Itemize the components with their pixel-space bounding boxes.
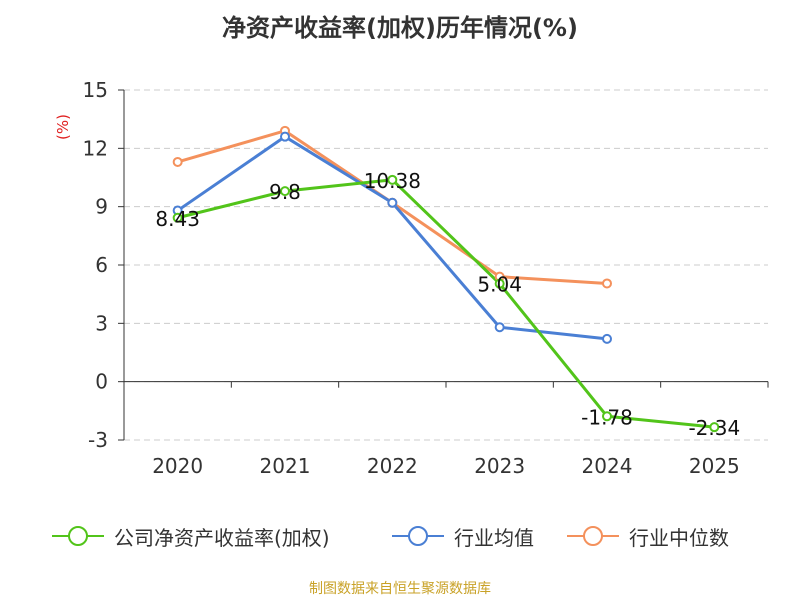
data-point-series-0[interactable] xyxy=(602,411,612,422)
legend-marker-orange xyxy=(567,526,619,546)
data-label: 10.38 xyxy=(364,169,421,193)
x-tick-label: 2021 xyxy=(260,454,311,478)
data-label: -2.34 xyxy=(688,416,740,440)
series-line-1 xyxy=(176,135,608,341)
legend-item-industry-median[interactable]: 行业中位数 xyxy=(567,522,729,550)
data-point-series-0[interactable] xyxy=(387,174,398,185)
data-point-series-0[interactable] xyxy=(494,278,505,289)
chart-title: 净资产收益率(加权)历年情况(%) xyxy=(222,14,578,42)
data-label: -1.78 xyxy=(581,405,633,429)
x-tick-label: 2020 xyxy=(152,454,203,478)
legend-marker-blue xyxy=(392,526,444,546)
data-point-series-0[interactable] xyxy=(709,422,720,433)
legend-label: 行业中位数 xyxy=(629,525,729,550)
y-tick-label: 0 xyxy=(95,370,108,394)
y-tick-label: 3 xyxy=(95,311,108,335)
data-point-series-1[interactable] xyxy=(387,197,398,208)
x-tick-label: 2022 xyxy=(367,454,418,478)
data-point-series-1[interactable] xyxy=(280,131,290,142)
x-tick-label: 2024 xyxy=(582,454,633,478)
footer-source: 制图数据来自恒生聚源数据库 xyxy=(309,581,491,597)
legend-label: 行业均值 xyxy=(454,525,534,550)
legend-label: 公司净资产收益率(加权) xyxy=(114,525,330,550)
y-tick-label: 12 xyxy=(83,136,108,160)
y-tick-label: -3 xyxy=(88,428,108,452)
data-point-series-0[interactable] xyxy=(280,186,290,197)
legend-item-industry-mean[interactable]: 行业均值 xyxy=(392,522,534,550)
data-point-series-1[interactable] xyxy=(494,322,505,333)
data-point-series-2[interactable] xyxy=(172,156,183,167)
series-line-0 xyxy=(177,178,715,429)
data-label: 9.8 xyxy=(269,180,301,204)
legend-item-company-roe[interactable]: 公司净资产收益率(加权) xyxy=(52,522,330,550)
data-point-series-0[interactable] xyxy=(172,212,183,223)
data-point-series-2[interactable] xyxy=(602,278,612,289)
x-tick-label: 2023 xyxy=(474,454,525,478)
x-tick-label: 2025 xyxy=(689,454,740,478)
y-tick-label: 9 xyxy=(95,195,108,219)
y-tick-label: 15 xyxy=(83,78,108,102)
data-label: 5.04 xyxy=(477,273,522,297)
data-point-series-1[interactable] xyxy=(602,333,612,344)
legend-marker-green xyxy=(52,526,104,546)
y-tick-label: 6 xyxy=(95,253,108,277)
y-axis-title: (%) xyxy=(54,114,72,140)
data-label: 8.43 xyxy=(155,207,200,231)
